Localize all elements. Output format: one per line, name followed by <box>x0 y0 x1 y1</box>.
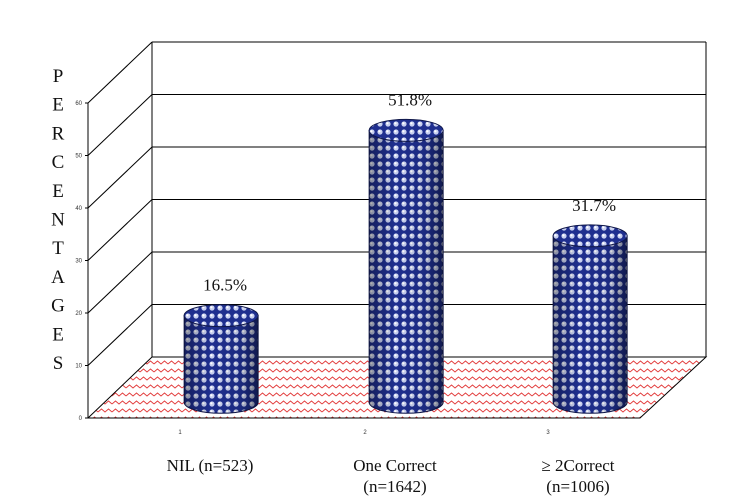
y-axis-title-letter: P <box>53 66 64 87</box>
x-tick-label: 3 <box>546 430 550 436</box>
y-tick-label: 10 <box>75 364 82 370</box>
gridline-side <box>87 94 153 156</box>
y-axis-title-letter: S <box>53 353 64 374</box>
x-tick-label: 2 <box>363 430 367 436</box>
y-tick-label: 20 <box>75 311 82 317</box>
x-tick-label: 1 <box>178 430 182 436</box>
y-axis-title-letter: E <box>52 324 64 345</box>
category-label: One Correct <box>353 456 437 475</box>
y-tick-label: 0 <box>79 416 83 422</box>
category-label: NIL (n=523) <box>167 456 254 475</box>
bar-shading <box>369 130 444 414</box>
bar-shading <box>184 315 259 414</box>
data-label: 31.7% <box>572 196 616 215</box>
bar-top <box>183 304 259 328</box>
y-tick-label: 50 <box>75 154 82 160</box>
y-axis-title-letter: E <box>52 95 64 116</box>
y-axis-title-letter: N <box>51 210 65 231</box>
category-label-count: (n=1006) <box>546 477 609 496</box>
bar-top <box>552 224 628 248</box>
bar: 16.5% <box>183 276 259 414</box>
y-axis-title-letter: T <box>52 238 64 259</box>
bar-shading <box>553 235 628 414</box>
y-tick-labels: 0 10 20 30 40 50 60 <box>75 101 88 422</box>
y-axis-title-letter: C <box>52 152 65 173</box>
data-label: 51.8% <box>388 90 432 109</box>
y-axis-title-letter: R <box>52 123 65 144</box>
x-axis-labels: 1 2 3 NIL (n=523) One Correct (n=1642) ≥ 2Corr… <box>167 430 615 496</box>
bar: 31.7% <box>552 196 628 414</box>
category-label: ≥ 2Correct <box>541 456 614 475</box>
gridline-side <box>87 304 153 366</box>
y-tick-label: 60 <box>75 101 82 107</box>
y-axis-title-letter: A <box>51 267 65 288</box>
y-tick-label: 30 <box>75 259 82 265</box>
y-axis-title-letter: E <box>52 181 64 202</box>
gridline-side <box>87 41 153 104</box>
gridline-side <box>87 251 153 314</box>
gridline-side <box>87 146 153 209</box>
bars: 16.5% 51.8% 31.7% <box>183 90 628 414</box>
bar-top <box>368 118 444 142</box>
y-tick-label: 40 <box>75 206 82 212</box>
gridline-side <box>87 199 153 261</box>
category-label-count: (n=1642) <box>363 477 426 496</box>
data-label: 16.5% <box>203 276 247 295</box>
bar: 51.8% <box>368 90 444 414</box>
y-axis-title-letter: G <box>51 296 65 317</box>
